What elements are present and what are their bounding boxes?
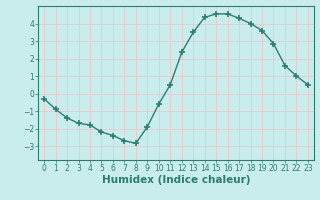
X-axis label: Humidex (Indice chaleur): Humidex (Indice chaleur)	[102, 175, 250, 185]
